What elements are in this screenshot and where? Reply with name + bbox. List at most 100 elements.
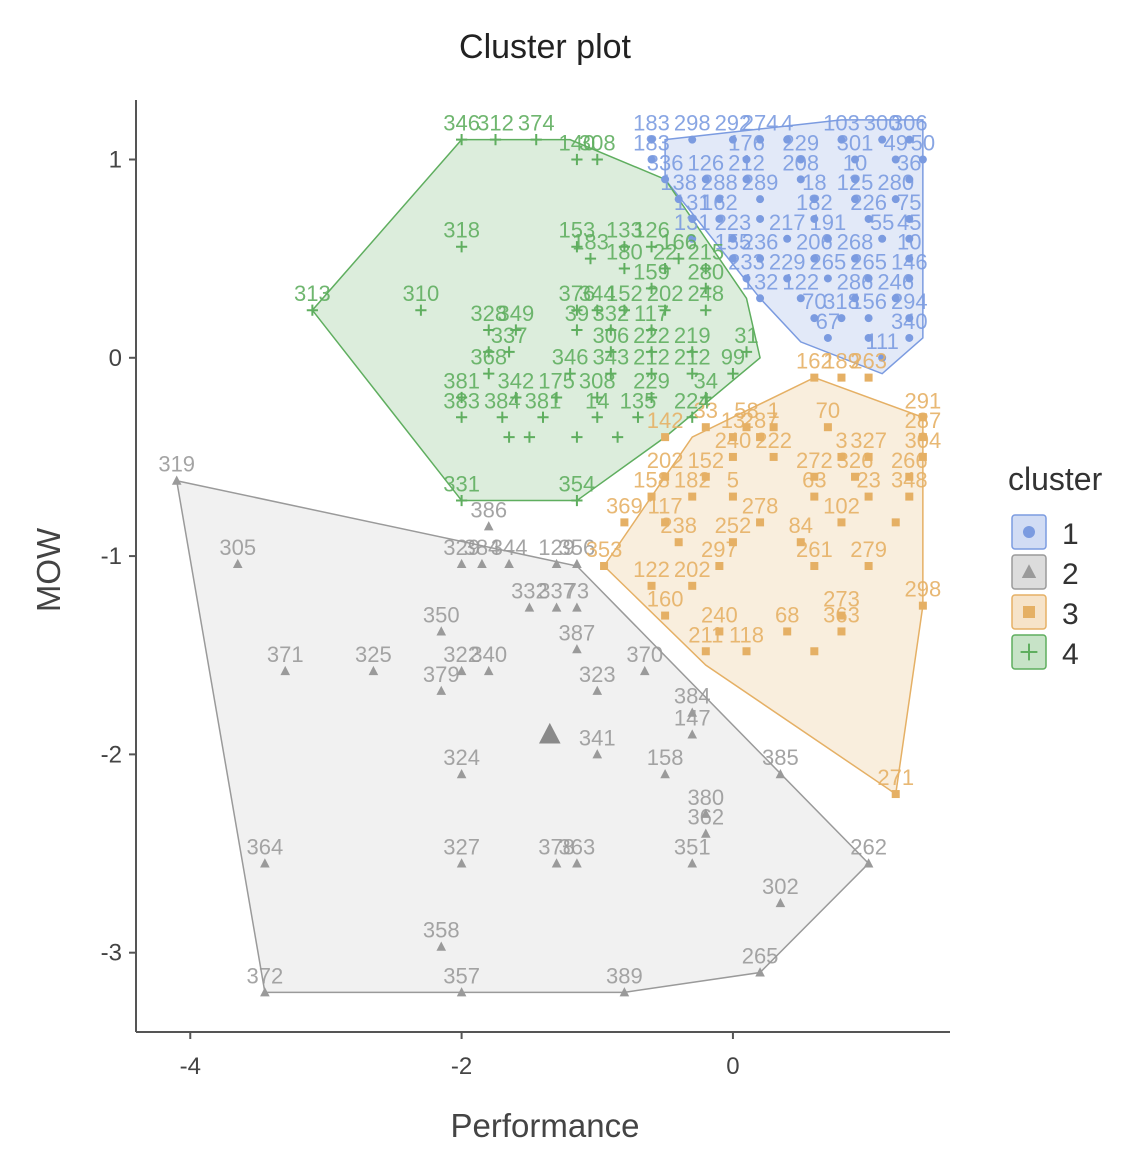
cluster-1-point — [851, 155, 860, 164]
cluster-2-point-label: 340 — [470, 642, 507, 667]
cluster-4-point — [503, 431, 515, 443]
cluster-3-point — [918, 413, 927, 422]
cluster-4-point-label: 346 — [443, 111, 480, 136]
cluster-3-point — [823, 423, 832, 432]
cluster-1-point-label: 146 — [891, 249, 928, 274]
cluster-2-point — [592, 685, 603, 695]
cluster-1-point — [742, 175, 751, 184]
cluster-1-point-label: 176 — [728, 130, 765, 155]
cluster-4-point-label: 343 — [592, 345, 629, 370]
cluster-1-point-label: 233 — [728, 249, 765, 274]
cluster-4-point — [483, 324, 495, 336]
cluster-4-point — [591, 153, 603, 166]
cluster-4-point — [700, 262, 712, 275]
cluster-4-point-label: 152 — [606, 281, 643, 306]
chart-title: Cluster plot — [459, 28, 632, 66]
cluster-1-point-label: 18 — [802, 170, 826, 195]
y-axis-ticks: 1 0 -1 -2 -3 — [101, 146, 136, 967]
cluster-4-point-label: 280 — [687, 259, 724, 284]
data-points — [171, 134, 927, 997]
cluster-1-point — [851, 175, 860, 184]
cluster-1-point — [810, 214, 819, 223]
cluster-4-point-label: 308 — [579, 368, 616, 393]
cluster-4-point — [700, 282, 712, 294]
cluster-1-point — [851, 294, 860, 303]
y-tick-label: 1 — [109, 146, 122, 173]
cluster-2-point-label: 351 — [674, 834, 711, 859]
legend: cluster 1 2 3 4 — [1008, 461, 1103, 671]
cluster-3-point — [837, 518, 846, 527]
cluster-1-point-label: 182 — [796, 190, 833, 215]
cluster-1-hull — [664, 119, 924, 375]
cluster-3-point — [756, 433, 765, 442]
x-tick-label: -4 — [180, 1053, 201, 1080]
cluster-2-point-label: 302 — [762, 874, 799, 899]
cluster-2-point-label: 147 — [674, 706, 711, 731]
cluster-4-point — [727, 368, 739, 380]
cluster-4-point — [456, 134, 468, 146]
cluster-4-point — [550, 391, 563, 404]
cluster-1-point — [728, 234, 737, 243]
cluster-2-point — [280, 665, 291, 676]
cluster-4-point-label: 349 — [498, 301, 535, 326]
cluster-3-point — [891, 518, 900, 527]
cluster-1-point-label: 229 — [782, 130, 819, 155]
cluster-3-point — [905, 492, 914, 501]
cluster-1-point-label: 36 — [897, 150, 921, 175]
cluster-4-point-label: 224 — [674, 388, 711, 413]
cluster-4-point-label: 344 — [579, 281, 616, 306]
cluster-4-point-label: 126 — [633, 218, 670, 243]
cluster-1-point — [742, 155, 751, 164]
cluster-3-point-label: 263 — [850, 349, 887, 374]
cluster-3-point — [783, 627, 792, 636]
cluster-3-point — [600, 562, 609, 570]
cluster-1-point — [905, 175, 914, 184]
cluster-4-point-label: 34 — [694, 368, 718, 393]
cluster-3-point-label: 238 — [660, 513, 697, 538]
cluster-1-point — [742, 274, 751, 283]
cluster-4-point — [571, 494, 583, 507]
cluster-1-point-label: 4 — [781, 111, 793, 136]
cluster-1-point — [851, 254, 860, 263]
cluster-3-point — [715, 562, 724, 570]
cluster-1-point-label: 162 — [701, 190, 738, 215]
cluster-2-point — [171, 475, 182, 485]
cluster-4-point — [645, 368, 658, 380]
cluster-2-point — [456, 987, 467, 997]
cluster-4-point — [483, 368, 495, 380]
cluster-1-point — [701, 175, 710, 184]
cluster-2-point — [660, 769, 670, 779]
cluster-1-point — [837, 314, 846, 323]
cluster-2-point — [592, 749, 603, 759]
cluster-4-point-label: 222 — [633, 323, 670, 348]
cluster-1-point — [823, 234, 832, 243]
cluster-3-point-label: 304 — [905, 428, 942, 453]
cluster-2-point — [572, 858, 582, 868]
cluster-2-point — [260, 987, 270, 997]
cluster-3-point — [647, 492, 656, 501]
cluster-2-point — [260, 858, 270, 868]
cluster-3-point-label: 240 — [715, 428, 752, 453]
cluster-2-point-label: 379 — [423, 662, 460, 687]
cluster-1-point — [783, 234, 792, 243]
cluster-4-point — [700, 391, 712, 404]
cluster-4-point — [571, 324, 583, 336]
cluster-3-point — [905, 472, 914, 481]
cluster-4-point-label: 354 — [559, 472, 596, 497]
cluster-3-point-label: 252 — [715, 513, 752, 538]
cluster-1-point-label: 125 — [837, 170, 874, 195]
cluster-4-point — [564, 368, 576, 380]
cluster-1-point-label: 49 — [883, 130, 907, 155]
cluster-3-point — [810, 472, 819, 481]
cluster-2-point — [477, 558, 487, 569]
cluster-1-point-label: 138 — [660, 170, 697, 195]
cluster-3-point-label: 287 — [742, 408, 779, 433]
cluster-2-point — [572, 558, 582, 569]
cluster-1-point-label: 306 — [891, 111, 928, 136]
cluster-2-centroid — [538, 722, 561, 744]
cluster-3-point-label: 202 — [647, 448, 684, 473]
cluster-2-point-label: 322 — [443, 642, 480, 667]
cluster-4-point — [571, 153, 583, 166]
cluster-1-point-label: 236 — [742, 230, 779, 255]
cluster-4-point-label: 229 — [633, 368, 670, 393]
